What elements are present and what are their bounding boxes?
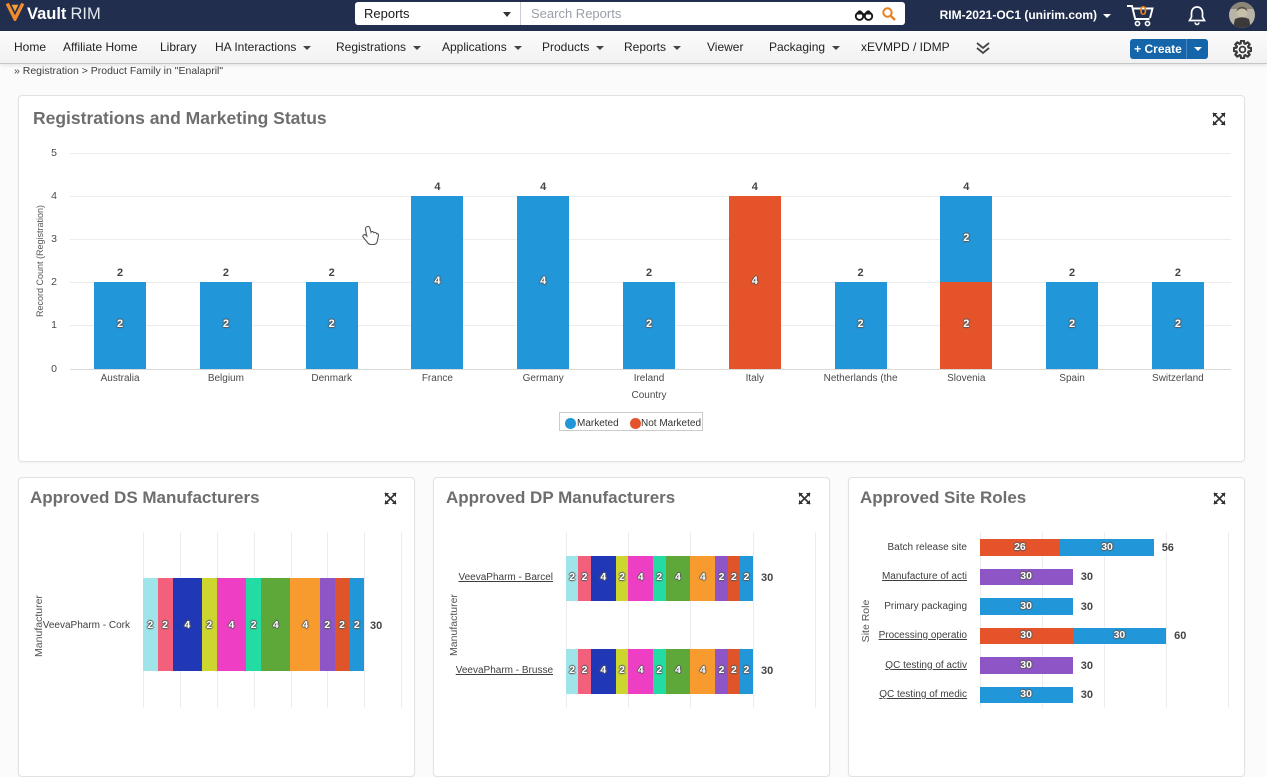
svg-text:0: 0 [1140,4,1147,18]
